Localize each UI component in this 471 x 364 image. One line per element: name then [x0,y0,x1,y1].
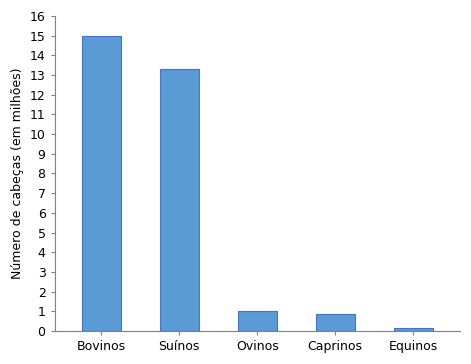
Bar [82,36,121,331]
Y-axis label: Número de cabeças (em milhões): Número de cabeças (em milhões) [11,68,24,279]
Bar [160,69,199,331]
Bar [238,311,277,331]
Bar [394,328,432,331]
Bar [316,314,355,331]
